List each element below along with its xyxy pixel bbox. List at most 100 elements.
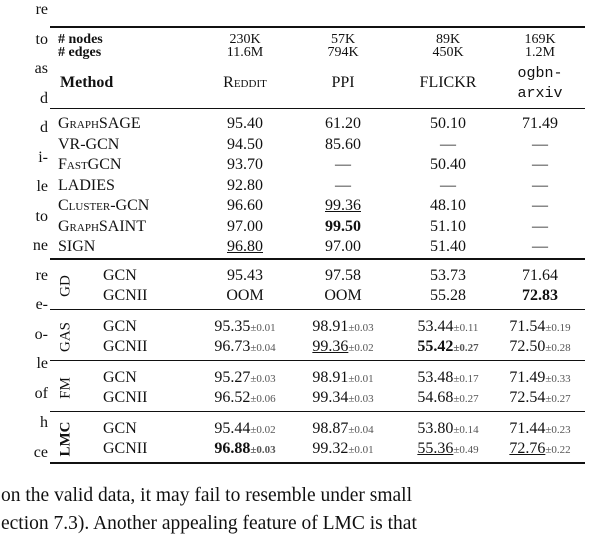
cell-value: — (335, 156, 351, 173)
cell: 71.49 (522, 116, 558, 132)
cell-std: ±0.02 (348, 342, 374, 354)
cell-value: 96.60 (227, 197, 263, 214)
margin-text: le (36, 355, 48, 372)
cell: — (440, 176, 456, 194)
cell-value: 71.44 (509, 420, 546, 437)
cell-value: 50.10 (430, 115, 466, 132)
method-name: GCNII (103, 440, 148, 457)
cell-std: ±0.27 (545, 393, 571, 405)
cell-std: ±0.22 (545, 444, 571, 456)
cell: 98.91±0.03 (312, 319, 373, 335)
cell-std: ±0.01 (348, 444, 374, 456)
body-text: ection 7.3). Another appealing feature o… (1, 513, 417, 534)
cell-std: ±0.06 (250, 393, 276, 405)
cell: 48.10 (430, 198, 466, 214)
cell-value: — (532, 135, 548, 153)
cell: 72.83 (522, 288, 558, 304)
cell-std: ±0.19 (545, 322, 571, 334)
margin-text: ne (32, 237, 48, 254)
cell: 97.58 (325, 268, 361, 284)
cell: 55.42±0.27 (417, 339, 478, 355)
cell: — (532, 135, 548, 153)
cell: 54.68±0.27 (417, 390, 478, 406)
cell: 97.00 (227, 218, 263, 235)
method-name: GraphSAGE (58, 115, 141, 132)
cell-std: ±0.04 (348, 424, 374, 436)
cell: — (532, 198, 548, 214)
cell-value: 98.91 (312, 369, 349, 386)
cell-value: 97.00 (325, 238, 361, 255)
group-label: FM (57, 377, 74, 399)
cell-value: — (532, 197, 548, 214)
cell: 50.40 (430, 157, 466, 173)
cell-value: — (440, 176, 456, 194)
cell: 96.73±0.04 (214, 339, 275, 355)
cell-value: 96.52 (214, 389, 251, 406)
cell: 50.10 (430, 116, 466, 132)
dataset-name: FLICKR (419, 74, 477, 91)
baseline-rule (50, 258, 585, 260)
cell-value: 61.20 (325, 115, 361, 132)
margin-text: le (36, 178, 48, 195)
cell-std: ±0.27 (453, 342, 479, 354)
cell-std: ±0.03 (250, 373, 276, 385)
method-name: GCN (103, 318, 137, 335)
cell: 71.49±0.33 (509, 370, 570, 386)
group-label: LMC (57, 421, 74, 457)
cell: 99.50 (325, 218, 361, 235)
top-rule (50, 26, 585, 28)
dataset-nodes: 169K (524, 32, 556, 47)
cell: 72.54±0.27 (509, 390, 570, 406)
cell-std: ±0.03 (348, 393, 374, 405)
cell-value: 99.32 (312, 440, 349, 457)
cell: 51.40 (430, 239, 466, 255)
cell: 95.40 (227, 116, 263, 132)
cell-value: 51.10 (430, 217, 466, 235)
cell-value: 92.80 (227, 176, 263, 194)
group-label: GD (57, 275, 74, 297)
method-name: Cluster-GCN (58, 197, 150, 214)
group-label: GAS (57, 321, 74, 353)
cell-value: 95.27 (214, 369, 251, 386)
margin-text: to (35, 30, 48, 48)
cell-value: 50.40 (430, 156, 466, 173)
margin-text: d (40, 119, 48, 136)
cell-value: 98.91 (312, 318, 349, 335)
cell-value: 93.70 (227, 156, 263, 173)
cell-value: 95.43 (227, 267, 263, 284)
method-name: FastGCN (58, 156, 122, 173)
cell: 95.27±0.03 (214, 370, 275, 386)
method-name: GCNII (103, 287, 148, 304)
margin-text: of (34, 384, 48, 402)
cell: 53.80±0.14 (417, 421, 478, 437)
cell-std: ±0.14 (453, 424, 479, 436)
method-name: GCN (103, 420, 137, 437)
cell-std: ±0.27 (453, 393, 479, 405)
dataset-nodes: 89K (435, 32, 461, 47)
cell: 96.60 (227, 198, 263, 214)
cell: — (532, 217, 548, 235)
cell-value: 96.80 (227, 238, 263, 255)
group-rule (50, 360, 585, 361)
cell-value: 95.40 (227, 115, 263, 132)
body-text: on the valid data, it may fail to resemb… (1, 485, 413, 506)
cell-value: 72.83 (522, 287, 558, 304)
cell-value: 53.80 (417, 420, 454, 437)
cell: — (532, 157, 548, 173)
cell-value: 55.36 (417, 440, 454, 457)
cell-value: 54.68 (417, 389, 454, 406)
cell-value: — (532, 217, 548, 235)
dataset-edges: 1.2M (525, 45, 555, 60)
cell-value: 99.34 (312, 389, 349, 406)
cell: 71.64 (522, 268, 558, 284)
cell-value: OOM (226, 287, 264, 304)
cell-value: 96.73 (214, 338, 251, 355)
margin-text: e- (35, 296, 48, 313)
group-rule (50, 411, 585, 412)
margin-text: d (40, 89, 48, 107)
cell-value: 72.50 (509, 338, 546, 355)
margin-text: re (35, 1, 48, 18)
cell: 71.44±0.23 (509, 421, 570, 437)
cell-value: 53.44 (417, 318, 454, 335)
